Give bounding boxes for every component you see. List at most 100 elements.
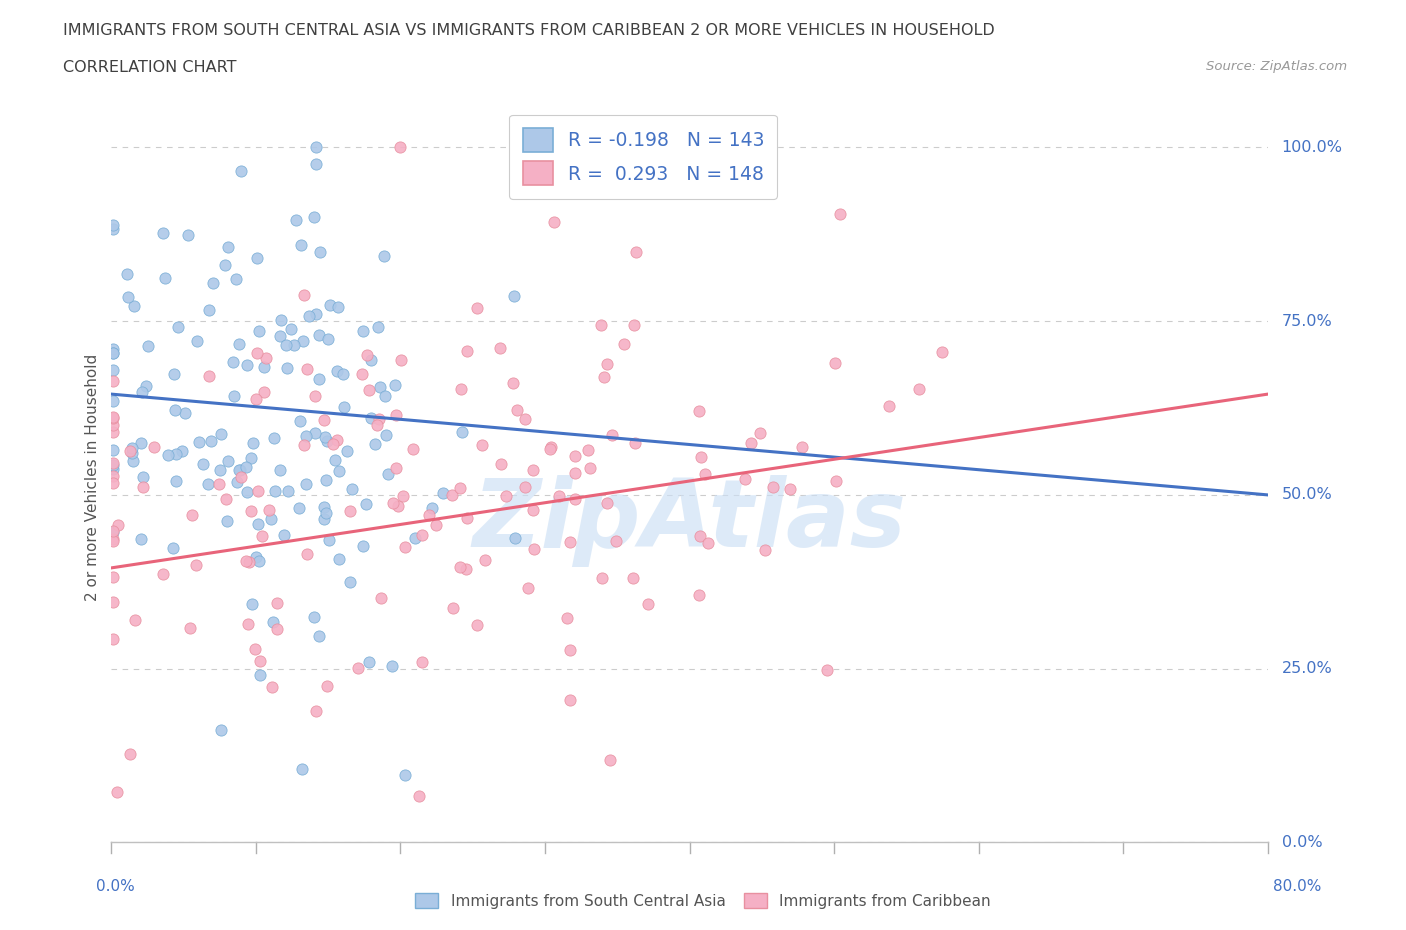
- Point: [522, 502, 544, 517]
- Point: [262, 615, 284, 630]
- Point: [298, 309, 321, 324]
- Point: [339, 504, 361, 519]
- Point: [263, 431, 285, 445]
- Point: [385, 407, 408, 422]
- Text: Source: ZipAtlas.com: Source: ZipAtlas.com: [1206, 60, 1347, 73]
- Point: [260, 512, 283, 526]
- Point: [260, 679, 283, 694]
- Point: [290, 413, 312, 428]
- Point: [179, 620, 201, 635]
- Point: [235, 357, 257, 372]
- Point: [402, 442, 425, 457]
- Point: [292, 287, 315, 302]
- Point: [264, 484, 287, 498]
- Point: [623, 317, 645, 332]
- Point: [208, 463, 231, 478]
- Point: [101, 458, 124, 472]
- Point: [441, 488, 464, 503]
- Point: [235, 459, 257, 474]
- Point: [214, 258, 236, 272]
- Point: [404, 530, 426, 545]
- Text: 75.0%: 75.0%: [1282, 313, 1333, 328]
- Point: [326, 364, 349, 379]
- Point: [121, 441, 143, 456]
- Point: [292, 334, 315, 349]
- Point: [689, 528, 711, 543]
- Point: [456, 344, 478, 359]
- Point: [131, 531, 153, 546]
- Text: 50.0%: 50.0%: [1282, 487, 1333, 502]
- Point: [226, 474, 249, 489]
- Point: [101, 218, 124, 232]
- Point: [877, 398, 900, 413]
- Point: [101, 418, 124, 432]
- Point: [591, 318, 613, 333]
- Point: [269, 462, 291, 477]
- Point: [290, 237, 312, 252]
- Text: IMMIGRANTS FROM SOUTH CENTRAL ASIA VS IMMIGRANTS FROM CARIBBEAN 2 OR MORE VEHICL: IMMIGRANTS FROM SOUTH CENTRAL ASIA VS IM…: [63, 23, 995, 38]
- Point: [270, 313, 292, 328]
- Legend: Immigrants from South Central Asia, Immigrants from Caribbean: Immigrants from South Central Asia, Immi…: [409, 886, 997, 915]
- Point: [560, 535, 582, 550]
- Point: [449, 480, 471, 495]
- Point: [297, 362, 319, 377]
- Point: [740, 435, 762, 450]
- Text: 100.0%: 100.0%: [1282, 140, 1343, 155]
- Point: [165, 446, 187, 461]
- Point: [366, 417, 388, 432]
- Point: [184, 558, 207, 573]
- Point: [162, 366, 184, 381]
- Point: [411, 655, 433, 670]
- Point: [163, 402, 186, 417]
- Point: [269, 329, 291, 344]
- Point: [316, 679, 339, 694]
- Point: [474, 552, 496, 567]
- Point: [420, 500, 443, 515]
- Point: [359, 654, 381, 669]
- Point: [538, 442, 561, 457]
- Point: [188, 435, 211, 450]
- Point: [825, 473, 848, 488]
- Point: [792, 440, 814, 455]
- Point: [323, 453, 346, 468]
- Point: [394, 767, 416, 782]
- Point: [243, 642, 266, 657]
- Point: [591, 570, 613, 585]
- Text: ZipAtlas: ZipAtlas: [472, 475, 907, 567]
- Point: [101, 569, 124, 584]
- Point: [336, 444, 359, 458]
- Point: [360, 411, 382, 426]
- Point: [266, 622, 288, 637]
- Point: [370, 591, 392, 605]
- Point: [132, 480, 155, 495]
- Point: [314, 512, 336, 526]
- Point: [101, 468, 124, 483]
- Point: [305, 156, 328, 171]
- Point: [762, 479, 785, 494]
- Point: [596, 496, 619, 511]
- Point: [576, 443, 599, 458]
- Point: [449, 559, 471, 574]
- Point: [465, 301, 488, 316]
- Point: [624, 435, 647, 450]
- Point: [229, 163, 252, 178]
- Point: [200, 433, 222, 448]
- Point: [666, 166, 689, 181]
- Point: [101, 594, 124, 609]
- Point: [288, 500, 311, 515]
- Point: [308, 629, 330, 644]
- Point: [441, 600, 464, 615]
- Point: [101, 425, 124, 440]
- Point: [101, 476, 124, 491]
- Point: [197, 476, 219, 491]
- Point: [228, 336, 250, 351]
- Point: [522, 462, 544, 477]
- Point: [247, 517, 270, 532]
- Point: [384, 377, 406, 392]
- Point: [815, 662, 838, 677]
- Point: [228, 462, 250, 477]
- Point: [274, 337, 297, 352]
- Point: [555, 610, 578, 625]
- Point: [502, 376, 524, 391]
- Point: [235, 554, 257, 569]
